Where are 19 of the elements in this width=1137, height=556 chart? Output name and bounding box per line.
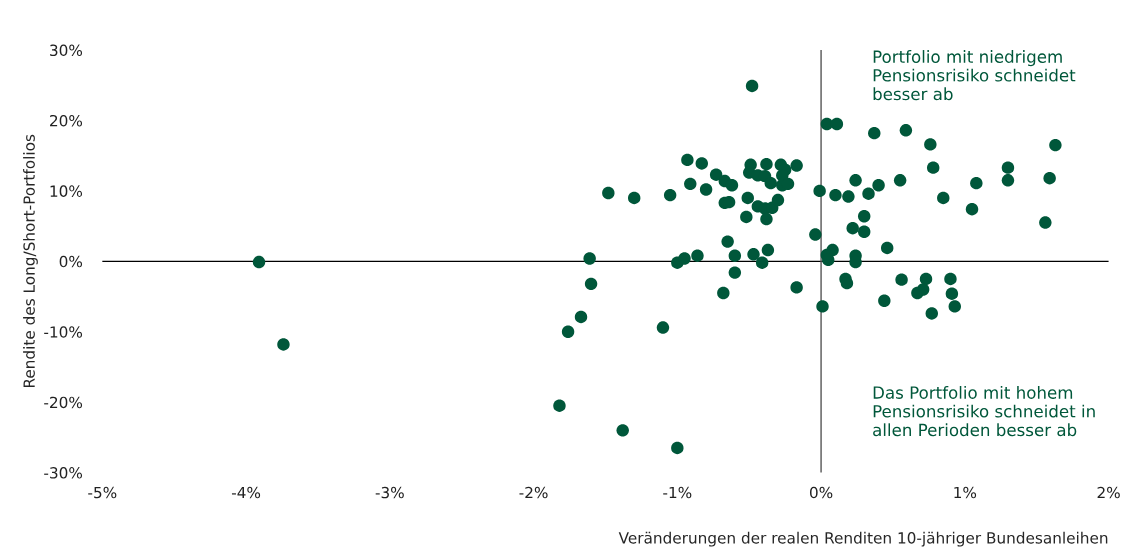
annotation: Das Portfolio mit hohem Pensionsrisiko schneidet in allen Perioden besser ab [873,385,1095,437]
x-tick-label: -1% [663,486,692,499]
y-tick-label: 20% [50,114,83,127]
y-tick-label: 10% [50,185,83,197]
x-tick-label: 2% [1097,486,1120,499]
x-tick-label: -3% [375,486,404,499]
x-tick-label: -2% [519,486,548,499]
y-axis-title: Rendite des Long/Short-Portfolios [23,134,38,388]
y-tick-label: -10% [44,326,83,338]
y-tick-label: -30% [44,467,83,479]
x-tick-label: 0% [809,486,833,499]
x-tick-label: 1% [954,486,977,499]
y-tick-label: -20% [44,396,83,409]
x-axis-title: Veränderungen der realen Renditen 10-jähriger Bundesanleihen [618,531,1108,547]
x-tick-label: -5% [88,486,117,499]
x-tick-label: -4% [231,486,261,499]
y-tick-label: 0% [59,255,83,268]
y-tick-label: 30% [50,44,83,57]
annotation: Portfolio mit niedrigem Pensionsrisiko schneidet besser ab [873,50,1076,101]
